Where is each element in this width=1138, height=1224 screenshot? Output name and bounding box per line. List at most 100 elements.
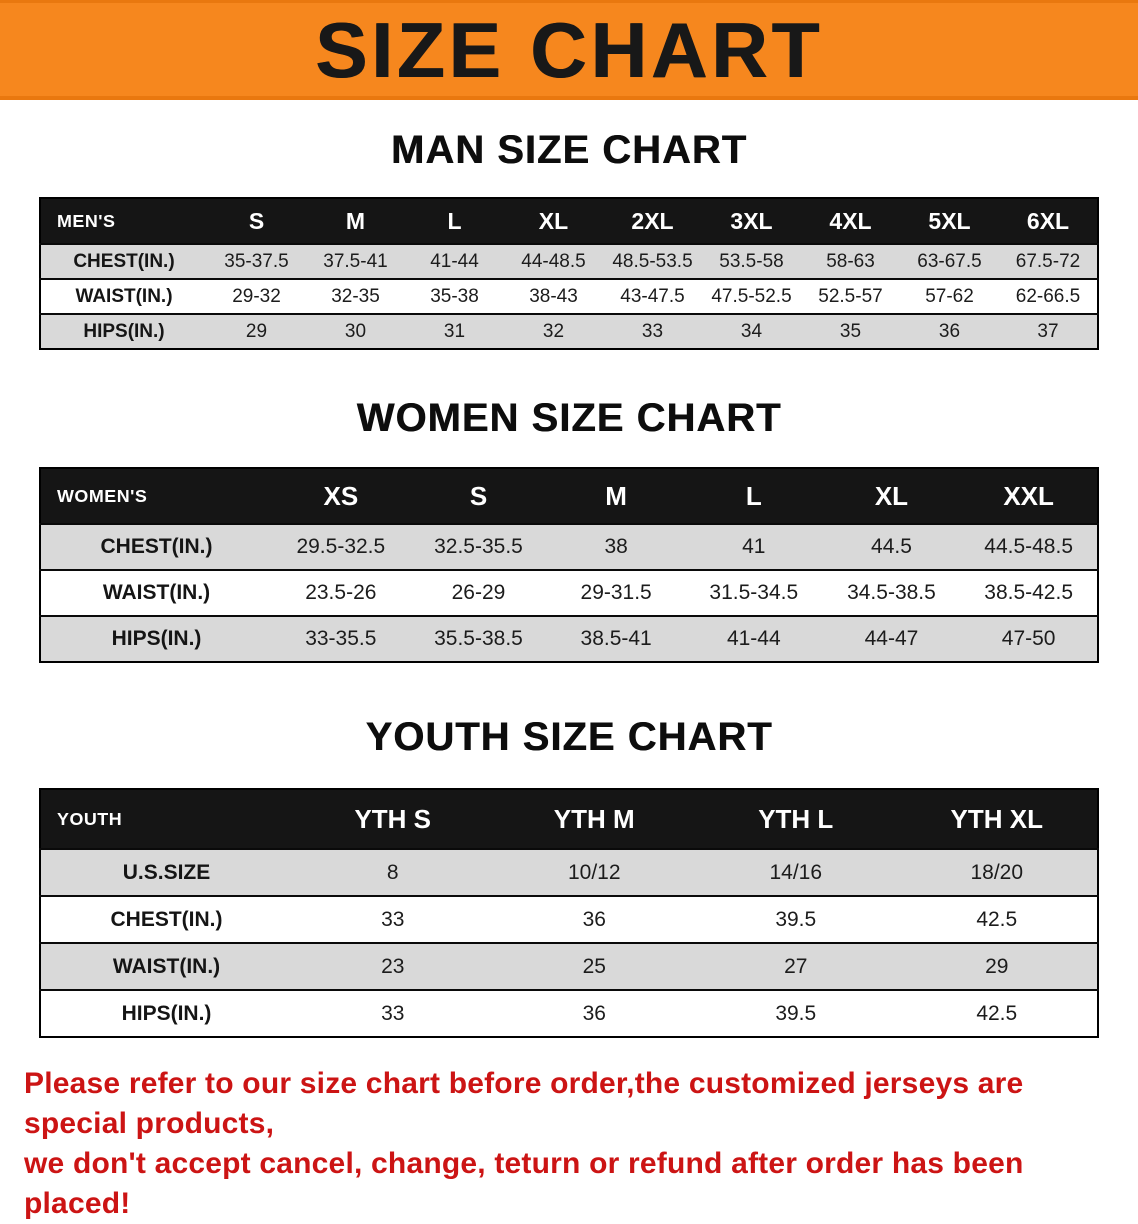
table-header-cell: L: [405, 198, 504, 244]
women-size-table: WOMEN'S XS S M L XL XXL CHEST(IN.) 29.5-32.5 32.5…: [39, 467, 1099, 663]
value-cell: 29.5-32.5: [296, 535, 386, 558]
footer-disclaimer-line-2: we don't accept cancel, change, teturn o…: [24, 1147, 1024, 1220]
value-cell: 53.5-58: [719, 250, 784, 272]
value-cell: 18/20: [970, 860, 1024, 884]
value-cell: 25: [582, 954, 606, 978]
footer-disclaimer-line-1: Please refer to our size chart before or…: [24, 1067, 1024, 1140]
value-cell: 30: [344, 320, 367, 342]
value-cell: 38: [604, 535, 628, 558]
table-row: HIPS(IN.) 33-35.5 35.5-38.5 38.5-41 41-44 44-…: [40, 616, 1098, 662]
table-header-cell: XXL: [960, 468, 1098, 524]
value-cell: 63-67.5: [917, 250, 982, 272]
row-label-cell: CHEST(IN.): [73, 250, 175, 272]
row-label-cell: CHEST(IN.): [100, 535, 213, 558]
value-cell: 26-29: [451, 581, 506, 604]
table-header-row: MEN'S S M L XL 2XL 3XL 4XL 5XL 6XL: [40, 198, 1098, 244]
value-cell: 33: [381, 907, 405, 931]
value-cell: 31: [443, 320, 466, 342]
row-label-cell: WAIST(IN.): [112, 954, 221, 978]
value-cell: 38.5-42.5: [984, 581, 1074, 604]
value-cell: 14/16: [769, 860, 823, 884]
value-cell: 47-50: [1001, 627, 1056, 650]
value-cell: 10/12: [567, 860, 621, 884]
row-label-cell: U.S.SIZE: [122, 860, 211, 884]
value-cell: 35: [839, 320, 862, 342]
value-cell: 44-47: [864, 627, 919, 650]
table-corner-label: WOMEN'S: [40, 468, 272, 524]
value-cell: 32.5-35.5: [434, 535, 523, 558]
table-row: HIPS(IN.) 29 30 31 32 33 34 35 36 37: [40, 314, 1098, 349]
value-cell: 62-66.5: [1015, 285, 1081, 307]
value-cell: 35.5-38.5: [434, 627, 523, 650]
table-header-cell: 3XL: [702, 198, 801, 244]
table-header-cell: 4XL: [801, 198, 900, 244]
value-cell: 48.5-53.5: [612, 250, 693, 272]
table-header-row: YOUTH YTH S YTH M YTH L YTH XL: [40, 789, 1098, 849]
value-cell: 43-47.5: [620, 285, 685, 307]
table-header-cell: M: [306, 198, 405, 244]
table-header-cell: L: [684, 468, 823, 524]
value-cell: 29: [985, 954, 1009, 978]
value-cell: 42.5: [976, 1001, 1018, 1025]
value-cell: 67.5-72: [1015, 250, 1081, 272]
value-cell: 33: [381, 1001, 405, 1025]
value-cell: 32-35: [331, 285, 380, 307]
value-cell: 36: [938, 320, 961, 342]
value-cell: 33: [641, 320, 664, 342]
value-cell: 52.5-57: [818, 285, 883, 307]
value-cell: 29-31.5: [580, 581, 652, 604]
table-row: WAIST(IN.) 23 25 27 29: [40, 943, 1098, 990]
men-section-heading: MAN SIZE CHART: [390, 128, 748, 172]
row-label-cell: HIPS(IN.): [111, 627, 202, 650]
value-cell: 37: [1037, 320, 1059, 342]
value-cell: 27: [784, 954, 808, 978]
value-cell: 44.5: [871, 535, 912, 558]
value-cell: 44-48.5: [521, 250, 586, 272]
value-cell: 33-35.5: [305, 627, 377, 650]
row-label-cell: CHEST(IN.): [110, 907, 223, 931]
value-cell: 29-32: [232, 285, 281, 307]
table-header-cell: YTH XL: [896, 789, 1098, 849]
table-row: WAIST(IN.) 23.5-26 26-29 29-31.5 31.5-34.5 34…: [40, 570, 1098, 616]
row-label-cell: WAIST(IN.): [75, 285, 173, 307]
table-header-cell: M: [547, 468, 685, 524]
table-header-cell: XL: [504, 198, 603, 244]
men-size-table: MEN'S S M L XL 2XL 3XL 4XL 5XL 6XL CHEST(IN.) 35-37…: [39, 197, 1099, 350]
value-cell: 37.5-41: [323, 250, 388, 272]
value-cell: 34: [740, 320, 763, 342]
table-corner-label: YOUTH: [40, 789, 292, 849]
table-row: WAIST(IN.) 29-32 32-35 35-38 38-43 43-47.5 47.…: [40, 279, 1098, 314]
table-header-cell: YTH S: [292, 789, 494, 849]
value-cell: 36: [582, 907, 606, 931]
value-cell: 31.5-34.5: [709, 581, 799, 604]
value-cell: 38-43: [529, 285, 578, 307]
table-header-cell: XL: [822, 468, 961, 524]
table-header-cell: XS: [272, 468, 410, 524]
value-cell: 58-63: [826, 250, 875, 272]
banner-title: SIZE CHART: [315, 5, 823, 94]
table-header-cell: 2XL: [603, 198, 702, 244]
table-header-cell: S: [207, 198, 306, 244]
value-cell: 38.5-41: [580, 627, 652, 650]
women-section-heading: WOMEN SIZE CHART: [356, 396, 782, 440]
table-row: HIPS(IN.) 33 36 39.5 42.5: [40, 990, 1098, 1037]
value-cell: 29: [245, 320, 268, 342]
value-cell: 47.5-52.5: [711, 285, 792, 307]
table-corner-label: MEN'S: [40, 198, 207, 244]
table-header-row: WOMEN'S XS S M L XL XXL: [40, 468, 1098, 524]
value-cell: 57-62: [925, 285, 974, 307]
footer-disclaimer: Please refer to our size chart before or…: [24, 1064, 1114, 1224]
size-chart-banner: SIZE CHART: [0, 0, 1138, 100]
table-row: CHEST(IN.) 33 36 39.5 42.5: [40, 896, 1098, 943]
table-row: CHEST(IN.) 35-37.5 37.5-41 41-44 44-48.5 48.5…: [40, 244, 1098, 279]
table-header-cell: S: [409, 468, 548, 524]
value-cell: 41: [742, 535, 766, 558]
row-label-cell: HIPS(IN.): [83, 320, 165, 342]
value-cell: 32: [542, 320, 565, 342]
value-cell: 39.5: [775, 1001, 817, 1025]
table-header-cell: 6XL: [999, 198, 1098, 244]
table-header-cell: YTH M: [493, 789, 695, 849]
row-label-cell: WAIST(IN.): [102, 581, 211, 604]
value-cell: 23.5-26: [305, 581, 377, 604]
youth-section-heading: YOUTH SIZE CHART: [365, 715, 773, 759]
